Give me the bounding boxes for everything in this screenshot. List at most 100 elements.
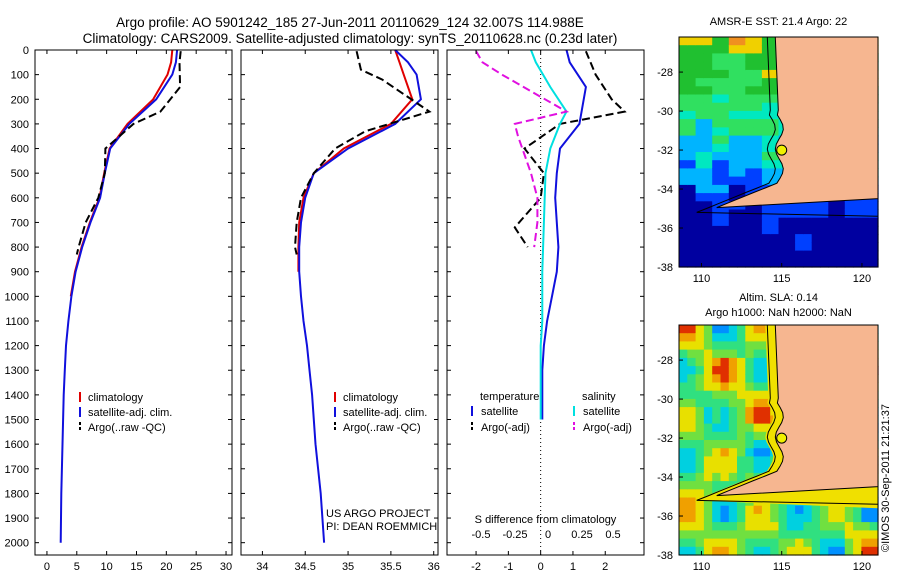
map-cell [712, 530, 722, 540]
map-cell [679, 176, 688, 186]
map-cell [844, 242, 854, 252]
map-cell [703, 398, 713, 408]
map-cell [778, 538, 788, 548]
map-cell [778, 522, 788, 531]
map-cell [712, 135, 722, 145]
map-cell [728, 325, 738, 334]
axes-frame [240, 49, 439, 556]
map-cell [712, 374, 722, 384]
x-tick-label: 30 [220, 561, 232, 573]
map-cell [761, 160, 771, 169]
map-cell [728, 110, 738, 120]
map-cell [679, 374, 688, 384]
map-cell [728, 94, 738, 104]
map-cell [836, 546, 846, 556]
map-cell [869, 225, 879, 235]
map-cell [844, 217, 854, 227]
map-cell [761, 217, 771, 227]
map-cell [844, 538, 854, 548]
map-cell [695, 61, 705, 71]
map-cell [687, 390, 697, 400]
map-cell [820, 242, 829, 252]
map-cell [695, 505, 705, 515]
map-cell [844, 234, 854, 243]
map-cell [695, 250, 705, 260]
map-cell [745, 513, 755, 523]
map-cell [712, 102, 722, 112]
axes-frame [34, 49, 233, 556]
map-cell [753, 398, 763, 408]
map-cell [687, 69, 697, 79]
map-cell [712, 201, 722, 211]
map-cell [728, 530, 738, 540]
map-cell [737, 234, 746, 243]
map-x-tick-label: 110 [693, 561, 711, 573]
map-cell [679, 94, 688, 104]
map-cell [745, 366, 755, 375]
map-cell [745, 135, 755, 145]
map-cell [679, 193, 688, 202]
map-cell [753, 234, 763, 243]
map-cell [703, 102, 713, 112]
map-cell [828, 505, 838, 515]
map-cell [745, 522, 755, 531]
map-cell [720, 325, 730, 334]
map-cell [720, 110, 730, 120]
map-cell [687, 37, 697, 46]
map-cell [695, 374, 705, 384]
map-cell [687, 333, 697, 342]
map-cell [770, 258, 780, 268]
legend-group-label: salinity [582, 391, 616, 403]
map-cell [712, 440, 722, 449]
map-cell [753, 341, 763, 351]
map-cell [687, 382, 697, 392]
map-cell [720, 415, 730, 425]
map-cell [712, 184, 722, 194]
map-cell [728, 538, 738, 548]
y-tick-label: 1800 [5, 488, 29, 500]
map-cell [869, 242, 879, 252]
map-cell [795, 538, 804, 548]
map-cell [861, 522, 871, 531]
pi-annotation: PI: DEAN ROEMMICH [326, 521, 437, 533]
map-cell [679, 538, 688, 548]
map-cell [695, 258, 705, 268]
map-cell [745, 440, 755, 449]
map-cell [795, 546, 804, 556]
map-cell [720, 349, 730, 359]
map-cell [770, 530, 780, 540]
map-cell [728, 407, 738, 416]
map-cell [720, 45, 730, 54]
map-cell [745, 398, 755, 408]
map-cell [720, 448, 730, 457]
map-cell [728, 472, 738, 482]
map-cell [720, 209, 730, 219]
map-cell [695, 440, 705, 449]
map-cell [703, 234, 713, 243]
map-cell [811, 234, 821, 243]
map-cell [828, 513, 838, 523]
x-tick-label: 34.5 [295, 561, 316, 573]
map-cell [770, 225, 780, 235]
map-cell [728, 78, 738, 87]
map-cell [745, 333, 755, 342]
map-cell [695, 86, 705, 96]
map-cell [770, 110, 780, 120]
map-cell [679, 217, 688, 227]
map-cell [728, 440, 738, 449]
map-cell [778, 242, 788, 252]
map-cell [811, 250, 821, 260]
map-cell [753, 160, 763, 169]
map-cell [753, 440, 763, 449]
map-cell [761, 415, 771, 425]
map-cell [687, 61, 697, 71]
map-cell [761, 349, 771, 359]
map-cell [737, 242, 746, 252]
map-cell [720, 69, 730, 79]
map-cell [737, 119, 746, 128]
map-cell [803, 201, 813, 211]
map-cell [753, 119, 763, 128]
map-cell [728, 349, 738, 359]
map-cell [679, 456, 688, 466]
map-cell [761, 258, 771, 268]
